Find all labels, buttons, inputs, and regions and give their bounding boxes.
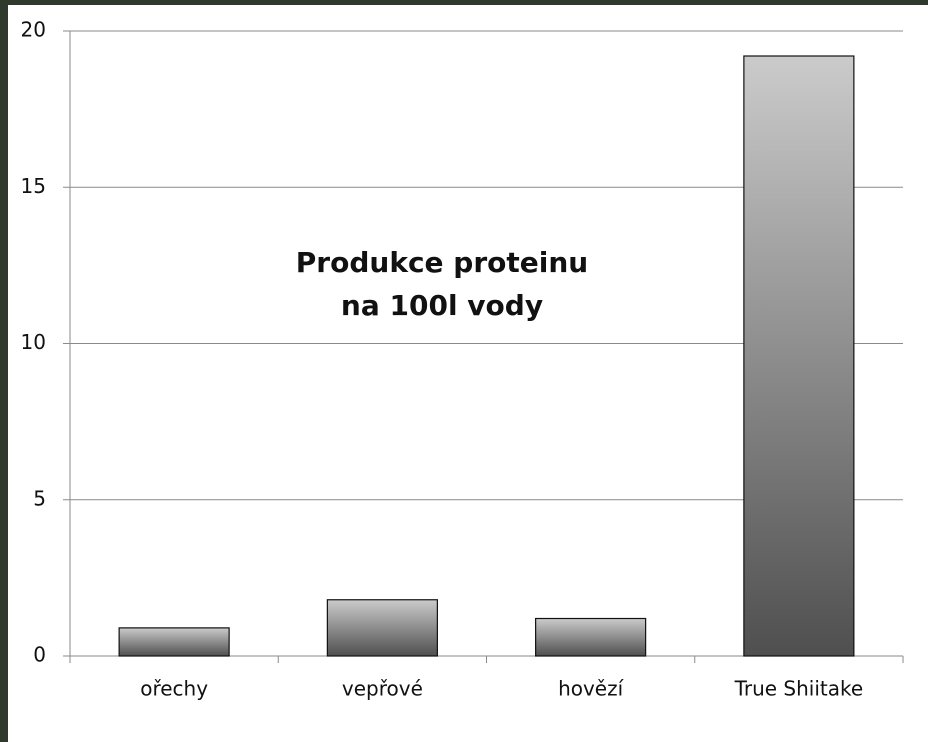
- chart: Produkce proteinu na 100l vody 0 5 10 15 20 o…: [0, 0, 928, 742]
- x-tick-label: ořechy: [140, 677, 208, 701]
- y-tick-label: 15: [21, 174, 46, 198]
- bar: [119, 628, 229, 656]
- x-tick-label: vepřové: [342, 677, 423, 701]
- page: Produkce proteinu na 100l vody 0 5 10 15 20 o…: [0, 0, 928, 742]
- y-tick-label: 20: [21, 18, 46, 42]
- y-tick-label: 0: [33, 643, 46, 667]
- chart-title: na 100l vody: [341, 289, 543, 322]
- y-tick-label: 5: [33, 486, 46, 510]
- x-tick-label: True Shiitake: [734, 677, 864, 701]
- bar: [327, 600, 437, 656]
- bar: [744, 56, 854, 656]
- bar: [536, 619, 646, 657]
- chart-title: Produkce proteinu: [296, 246, 588, 279]
- x-tick-label: hovězí: [558, 677, 625, 701]
- y-tick-label: 10: [21, 330, 46, 354]
